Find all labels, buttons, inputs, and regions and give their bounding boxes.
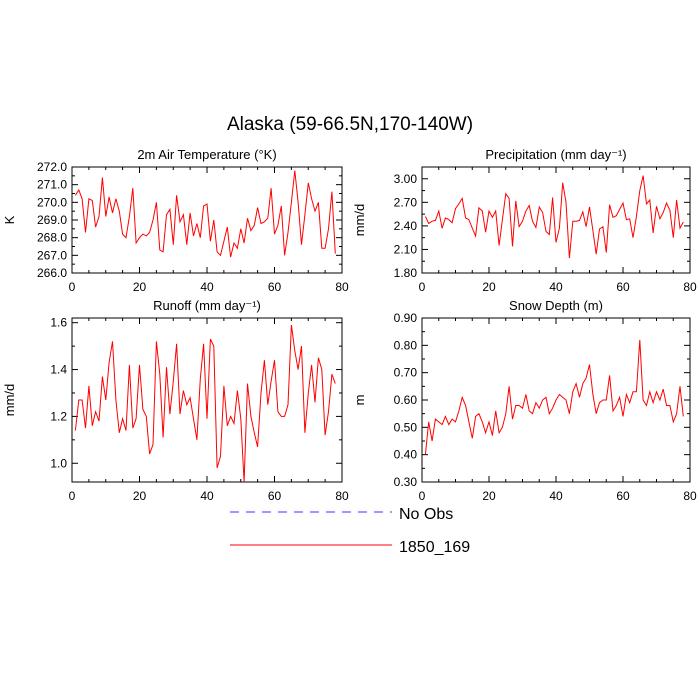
- panel-title: Precipitation (mm day⁻¹): [485, 147, 626, 162]
- x-tick-label: 40: [200, 280, 214, 294]
- y-tick-label: 1.80: [394, 266, 418, 280]
- panel-1: 2m Air Temperature (°K) K 0 20 40 60 80 266.0 26…: [2, 147, 349, 294]
- x-tick-label: 80: [683, 280, 697, 294]
- x-tick-label: 20: [133, 489, 147, 503]
- x-tick-label: 60: [268, 280, 282, 294]
- y-tick-label: 0.80: [394, 338, 418, 352]
- y-tick-label: 272.0: [37, 160, 67, 174]
- y-tick-label: 267.0: [37, 248, 67, 262]
- x-tick-label: 0: [419, 489, 426, 503]
- chart-panels: 2m Air Temperature (°K) K 0 20 40 60 80 266.0 26…: [2, 147, 697, 503]
- y-tick-label: 266.0: [37, 266, 67, 280]
- y-tick-label: 271.0: [37, 178, 67, 192]
- x-tick-label: 60: [268, 489, 282, 503]
- series-line-1850_169: [424, 175, 684, 259]
- legend-label-1850-169: 1850_169: [399, 539, 470, 556]
- x-tick-label: 20: [133, 280, 147, 294]
- x-tick-label: 80: [683, 489, 697, 503]
- x-tick-label: 0: [69, 280, 76, 294]
- x-tick-label: 0: [69, 489, 76, 503]
- series-line-1850_169: [424, 339, 684, 455]
- y-tick-label: 0.60: [394, 393, 418, 407]
- panel-2: Precipitation (mm day⁻¹) mm/d 0 20 40 60 80 1.8…: [352, 147, 697, 294]
- y-tick-label: 2.10: [394, 242, 418, 256]
- y-tick-label: 270.0: [37, 195, 67, 209]
- panel-frame: [71, 166, 343, 274]
- x-tick-label: 0: [419, 280, 426, 294]
- y-tick-label: 2.70: [394, 195, 418, 209]
- y-axis-label: mm/d: [352, 204, 367, 237]
- y-tick-label: 0.30: [394, 475, 418, 489]
- x-tick-label: 60: [616, 489, 630, 503]
- panel-3: Runoff (mm day⁻¹) mm/d 0 20 40 60 80 1.0 1.2 1.4 1…: [2, 298, 349, 503]
- figure-title: Alaska (59-66.5N,170-140W): [227, 114, 473, 135]
- x-tick-label: 40: [549, 489, 563, 503]
- panel-title: 2m Air Temperature (°K): [137, 147, 276, 162]
- y-tick-label: 268.0: [37, 231, 67, 245]
- series-line-1850_169: [74, 324, 336, 483]
- panel-title: Runoff (mm day⁻¹): [153, 298, 261, 313]
- y-tick-label: 0.40: [394, 448, 418, 462]
- y-tick-label: 1.6: [50, 316, 67, 330]
- x-tick-label: 20: [482, 489, 496, 503]
- series-line-1850_169: [74, 170, 336, 258]
- panel-frame: [421, 166, 691, 274]
- x-tick-label: 40: [200, 489, 214, 503]
- x-tick-label: 40: [549, 280, 563, 294]
- legend: No Obs 1850_169: [230, 506, 470, 556]
- panel-title: Snow Depth (m): [509, 298, 603, 313]
- y-tick-label: 1.4: [50, 363, 67, 377]
- y-tick-label: 269.0: [37, 213, 67, 227]
- y-axis-label: mm/d: [2, 384, 17, 417]
- x-tick-label: 20: [482, 280, 496, 294]
- y-tick-label: 3.00: [394, 172, 418, 186]
- x-tick-label: 60: [616, 280, 630, 294]
- y-tick-label: 1.2: [50, 409, 67, 423]
- y-tick-label: 1.0: [50, 456, 67, 470]
- y-tick-label: 0.50: [394, 420, 418, 434]
- y-axis-label: K: [2, 215, 17, 224]
- panel-4: Snow Depth (m) m 0 20 40 60 80 0.30 0.40 0.50 0.60…: [352, 298, 697, 503]
- legend-label-no-obs: No Obs: [399, 506, 453, 523]
- y-axis-label: m: [352, 395, 367, 406]
- x-tick-label: 80: [335, 489, 349, 503]
- x-tick-label: 80: [335, 280, 349, 294]
- y-tick-label: 2.40: [394, 219, 418, 233]
- y-tick-label: 0.70: [394, 366, 418, 380]
- y-tick-label: 0.90: [394, 311, 418, 325]
